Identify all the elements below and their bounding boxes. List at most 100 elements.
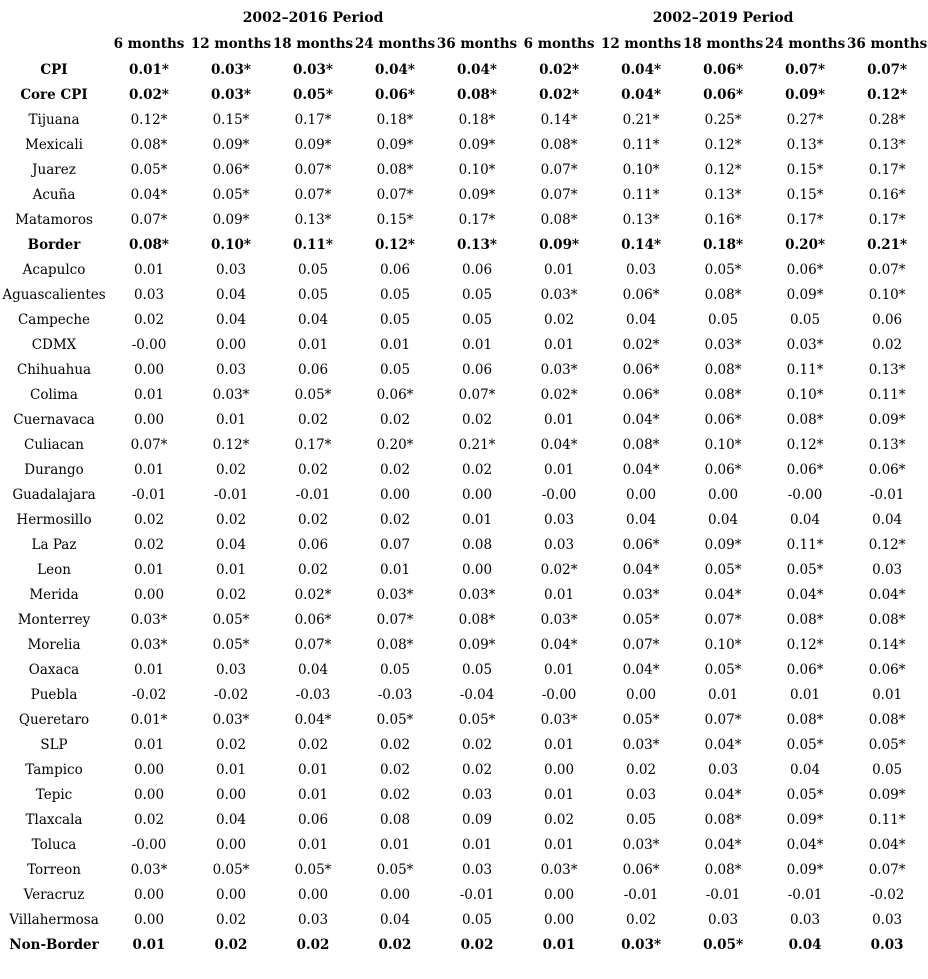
table-cell: 0.06 [297,811,329,828]
table-cell: 0.01 [297,836,329,853]
table-cell: 0.04 [626,311,657,328]
table-cell: 0.05* [376,861,414,878]
table-cell: 0.00 [133,361,165,378]
table-cell: 0.08* [376,161,414,178]
table-cell: 0.02 [626,911,657,928]
table-cell: 0.02 [133,311,165,328]
table-cell: 0.03* [621,936,662,953]
table-cell: 0.08* [376,636,414,653]
table-cell: 0.09* [458,186,496,203]
table-cell: 0.09* [786,286,824,303]
table-cell: 0.06* [704,461,742,478]
table-cell: 0.05* [703,936,744,953]
table-cell: 0.03* [786,336,824,353]
table-row: Tijuana 0.12* 0.15* 0.17* 0.18* 0.18* 0.14* 0.2… [0,107,928,132]
table-cell: 0.02 [297,736,329,753]
row-label: Toluca [31,836,77,853]
table-row: Toluca -0.00 0.00 0.01 0.01 0.01 0.01 0.03* 0.04… [0,832,928,857]
row-label: Campeche [17,311,91,328]
table-cell: 0.21* [458,436,496,453]
table-cell: 0.08* [130,136,168,153]
table-cell: 0.13* [786,136,824,153]
table-row: Culiacan 0.07* 0.12* 0.17* 0.20* 0.21* 0.04* 0.… [0,432,928,457]
table-cell: 0.03 [870,936,904,953]
table-row: Veracruz 0.00 0.00 0.00 0.00 -0.01 0.00 -0.01 -0… [0,882,928,907]
table-cell: 0.02 [544,311,575,328]
table-cell: 0.01 [544,736,575,753]
table-cell: 0.12* [212,436,250,453]
table-cell: 0.05 [462,311,493,328]
table-cell: 0.07* [704,711,742,728]
table-cell: 0.02 [215,911,247,928]
table-cell: 0.07* [376,611,414,628]
table-cell: 0.07* [294,636,332,653]
table-cell: 0.00 [133,911,165,928]
table-cell: 0.04* [622,411,660,428]
table-cell: 0.04* [457,61,497,78]
table-cell: 0.00 [462,561,493,578]
table-cell: 0.04* [704,736,742,753]
table-row: Juarez 0.05* 0.06* 0.07* 0.08* 0.10* 0.07* 0.10… [0,157,928,182]
table-cell: 0.01 [790,686,821,703]
table-cell: 0.17* [294,436,332,453]
row-label: Acapulco [22,261,86,278]
table-cell: 0.06* [375,86,415,103]
table-cell: 0.18* [458,111,496,128]
table-cell: 0.01 [462,836,493,853]
column-header-24-months-2019: 24 months [764,36,846,52]
table-cell: 0.08* [704,286,742,303]
table-cell: 0.01 [133,736,165,753]
table-cell: 0.09* [786,811,824,828]
corner-cell [0,4,108,31]
table-cell: 0.04 [626,511,657,528]
table-cell: 0.08* [786,411,824,428]
table-cell: 0.11* [868,811,906,828]
table-cell: 0.14* [868,636,906,653]
table-cell: 0.01 [379,561,411,578]
table-cell: 0.06* [622,536,660,553]
table-row: Acuña 0.04* 0.05* 0.07* 0.07* 0.09* 0.07* 0.11*… [0,182,928,207]
table-cell: 0.09 [462,811,493,828]
row-label: Morelia [27,636,81,653]
column-header-18-months-2019: 18 months [682,36,764,52]
table-cell: 0.05 [379,361,411,378]
table-cell: 0.09* [212,211,250,228]
table-cell: 0.05* [130,161,168,178]
table-cell: 0.02 [133,511,165,528]
table-cell: 0.05* [622,711,660,728]
table-cell: 0.15* [376,211,414,228]
table-cell: 0.03* [130,611,168,628]
table-cell: 0.06 [462,261,493,278]
table-cell: 0.06 [872,311,903,328]
table-cell: 0.04* [868,836,906,853]
table-cell: 0.06* [212,161,250,178]
table-cell: 0.05* [786,561,824,578]
table-cell: 0.05* [293,86,333,103]
table-row: SLP 0.01 0.02 0.02 0.02 0.02 0.01 0.03* 0.04* 0.0… [0,732,928,757]
table-cell: 0.01 [133,386,165,403]
table-row: Acapulco 0.01 0.03 0.05 0.06 0.06 0.01 0.03 0.05… [0,257,928,282]
table-cell: 0.00 [297,886,329,903]
table-cell: 0.04 [790,761,821,778]
column-header-18-months-2016: 18 months [272,36,354,52]
table-row: Durango 0.01 0.02 0.02 0.02 0.02 0.01 0.04* 0.06… [0,457,928,482]
table-cell: 0.11* [786,536,824,553]
table-row: CDMX -0.00 0.00 0.01 0.01 0.01 0.01 0.02* 0.03* 0… [0,332,928,357]
table-cell: 0.17* [868,211,906,228]
table-cell: 0.02 [544,811,575,828]
column-header-row: 6 months 12 months 18 months 24 months 3… [0,31,928,57]
table-cell: 0.01 [133,261,165,278]
table-row: Cuernavaca 0.00 0.01 0.02 0.02 0.02 0.01 0.04* 0… [0,407,928,432]
table-cell: 0.05* [458,711,496,728]
table-cell: 0.03 [215,661,247,678]
table-cell: 0.02 [379,761,411,778]
table-row: Guadalajara -0.01 -0.01 -0.01 0.00 0.00 -0.00 0… [0,482,928,507]
table-cell: 0.03* [540,611,578,628]
table-cell: 0.20* [785,236,826,253]
table-cell: 0.05 [872,761,903,778]
table-cell: 0.03* [212,386,250,403]
row-label: Oaxaca [28,661,80,678]
table-cell: 0.02 [379,511,411,528]
table-cell: 0.00 [708,486,739,503]
table-cell: 0.09* [376,136,414,153]
